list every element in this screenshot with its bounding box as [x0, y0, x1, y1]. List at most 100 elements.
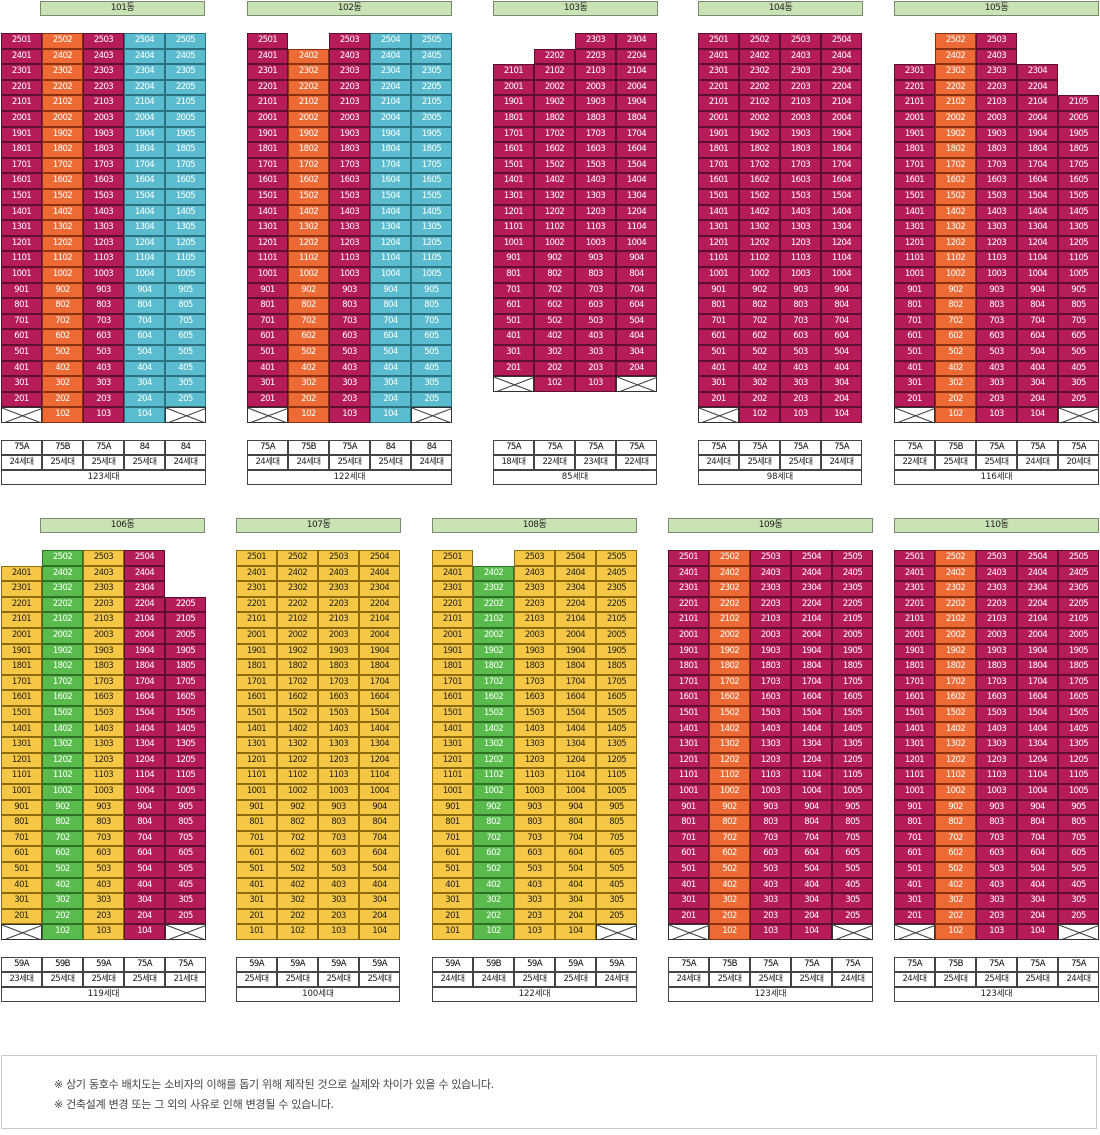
- unit-cell[interactable]: 1703: [976, 157, 1017, 174]
- unit-cell[interactable]: 1204: [124, 235, 165, 252]
- unit-cell[interactable]: 503: [976, 345, 1017, 361]
- unit-cell[interactable]: 1001: [1, 784, 42, 800]
- unit-cell[interactable]: 104: [124, 924, 165, 940]
- unit-cell[interactable]: 104: [124, 407, 165, 423]
- unit-cell[interactable]: 1201: [668, 752, 709, 769]
- unit-cell[interactable]: 104: [359, 924, 400, 940]
- unit-cell[interactable]: 1005: [165, 267, 206, 283]
- unit-cell[interactable]: 1802: [288, 142, 329, 158]
- unit-cell[interactable]: 2102: [739, 95, 780, 111]
- unit-cell[interactable]: 1002: [534, 235, 575, 252]
- unit-cell[interactable]: 1402: [709, 721, 750, 738]
- unit-cell[interactable]: 1101: [236, 768, 277, 784]
- unit-cell[interactable]: 201: [236, 908, 277, 925]
- unit-cell[interactable]: 303: [976, 893, 1017, 909]
- unit-cell[interactable]: 1403: [976, 204, 1017, 221]
- unit-cell[interactable]: 1603: [750, 690, 791, 706]
- unit-cell[interactable]: 104: [821, 407, 862, 423]
- unit-cell[interactable]: 102: [709, 924, 750, 940]
- unit-cell[interactable]: 405: [411, 360, 452, 377]
- unit-cell[interactable]: 701: [668, 830, 709, 847]
- unit-cell[interactable]: 601: [432, 846, 473, 862]
- unit-cell[interactable]: 702: [534, 282, 575, 299]
- unit-cell[interactable]: 602: [935, 846, 976, 862]
- unit-cell[interactable]: 703: [83, 313, 124, 330]
- unit-cell[interactable]: 1104: [791, 768, 832, 784]
- unit-cell[interactable]: 404: [555, 877, 596, 894]
- unit-cell[interactable]: 302: [935, 376, 976, 392]
- unit-cell[interactable]: 1505: [411, 189, 452, 205]
- unit-cell[interactable]: 1804: [124, 659, 165, 675]
- unit-cell[interactable]: 1101: [1, 768, 42, 784]
- unit-cell[interactable]: 301: [698, 376, 739, 392]
- unit-cell[interactable]: 1705: [1058, 674, 1099, 691]
- unit-cell[interactable]: 1404: [616, 173, 657, 189]
- unit-cell[interactable]: 1904: [370, 126, 411, 143]
- unit-cell[interactable]: 1004: [1017, 784, 1058, 800]
- unit-cell[interactable]: 2503: [83, 33, 124, 49]
- unit-cell[interactable]: 1401: [1, 204, 42, 221]
- unit-cell[interactable]: 1901: [432, 643, 473, 660]
- unit-cell[interactable]: 1703: [575, 126, 616, 143]
- unit-cell[interactable]: 102: [935, 924, 976, 940]
- unit-cell[interactable]: 702: [935, 313, 976, 330]
- unit-cell[interactable]: 1704: [124, 157, 165, 174]
- unit-cell[interactable]: 601: [894, 846, 935, 862]
- unit-cell[interactable]: 1405: [596, 721, 637, 738]
- unit-cell[interactable]: 2401: [432, 565, 473, 582]
- unit-cell[interactable]: 2203: [329, 79, 370, 96]
- unit-cell[interactable]: 1205: [165, 235, 206, 252]
- unit-cell[interactable]: 2104: [821, 95, 862, 111]
- unit-cell[interactable]: 1805: [596, 659, 637, 675]
- unit-cell[interactable]: 1502: [935, 706, 976, 722]
- unit-cell[interactable]: 502: [473, 862, 514, 878]
- unit-cell[interactable]: 1102: [42, 768, 83, 784]
- unit-cell[interactable]: 1304: [791, 737, 832, 753]
- unit-cell[interactable]: 303: [750, 893, 791, 909]
- unit-cell[interactable]: 102: [42, 924, 83, 940]
- unit-cell[interactable]: 1601: [236, 690, 277, 706]
- unit-cell[interactable]: 305: [1058, 893, 1099, 909]
- unit-cell[interactable]: 405: [165, 877, 206, 894]
- unit-cell[interactable]: 1901: [668, 643, 709, 660]
- unit-cell[interactable]: 204: [359, 908, 400, 925]
- unit-cell[interactable]: 1505: [165, 189, 206, 205]
- unit-cell[interactable]: 401: [894, 360, 935, 377]
- unit-cell[interactable]: 2404: [124, 48, 165, 65]
- unit-cell[interactable]: 1801: [668, 659, 709, 675]
- unit-cell[interactable]: 901: [894, 799, 935, 816]
- unit-cell[interactable]: 1104: [124, 768, 165, 784]
- unit-cell[interactable]: 404: [1017, 877, 1058, 894]
- unit-cell[interactable]: 2105: [411, 95, 452, 111]
- unit-cell[interactable]: 204: [616, 360, 657, 377]
- unit-cell[interactable]: 1202: [473, 752, 514, 769]
- unit-cell[interactable]: 1001: [247, 267, 288, 283]
- unit-cell[interactable]: 702: [935, 830, 976, 847]
- unit-cell[interactable]: 1503: [83, 189, 124, 205]
- unit-cell[interactable]: 2501: [894, 550, 935, 566]
- unit-cell[interactable]: 505: [411, 345, 452, 361]
- unit-cell[interactable]: 1304: [124, 220, 165, 236]
- unit-cell[interactable]: 1603: [976, 173, 1017, 189]
- unit-cell[interactable]: 2302: [935, 64, 976, 80]
- unit-cell[interactable]: 602: [277, 846, 318, 862]
- unit-cell[interactable]: 701: [894, 830, 935, 847]
- unit-cell[interactable]: 901: [1, 282, 42, 299]
- unit-cell[interactable]: 1702: [739, 157, 780, 174]
- unit-cell[interactable]: 203: [750, 908, 791, 925]
- unit-cell[interactable]: 903: [329, 282, 370, 299]
- unit-cell[interactable]: 1905: [1058, 643, 1099, 660]
- unit-cell[interactable]: 1203: [780, 235, 821, 252]
- unit-cell[interactable]: 504: [124, 862, 165, 878]
- unit-cell[interactable]: 1902: [473, 643, 514, 660]
- unit-cell[interactable]: 1804: [821, 142, 862, 158]
- unit-cell[interactable]: 1004: [1017, 267, 1058, 283]
- unit-cell[interactable]: 803: [83, 815, 124, 831]
- unit-cell[interactable]: 1003: [514, 784, 555, 800]
- unit-cell[interactable]: 1802: [709, 659, 750, 675]
- unit-cell[interactable]: 1401: [894, 721, 935, 738]
- unit-cell[interactable]: 402: [739, 360, 780, 377]
- unit-cell[interactable]: 2302: [739, 64, 780, 80]
- unit-cell[interactable]: 901: [247, 282, 288, 299]
- unit-cell[interactable]: 801: [698, 298, 739, 314]
